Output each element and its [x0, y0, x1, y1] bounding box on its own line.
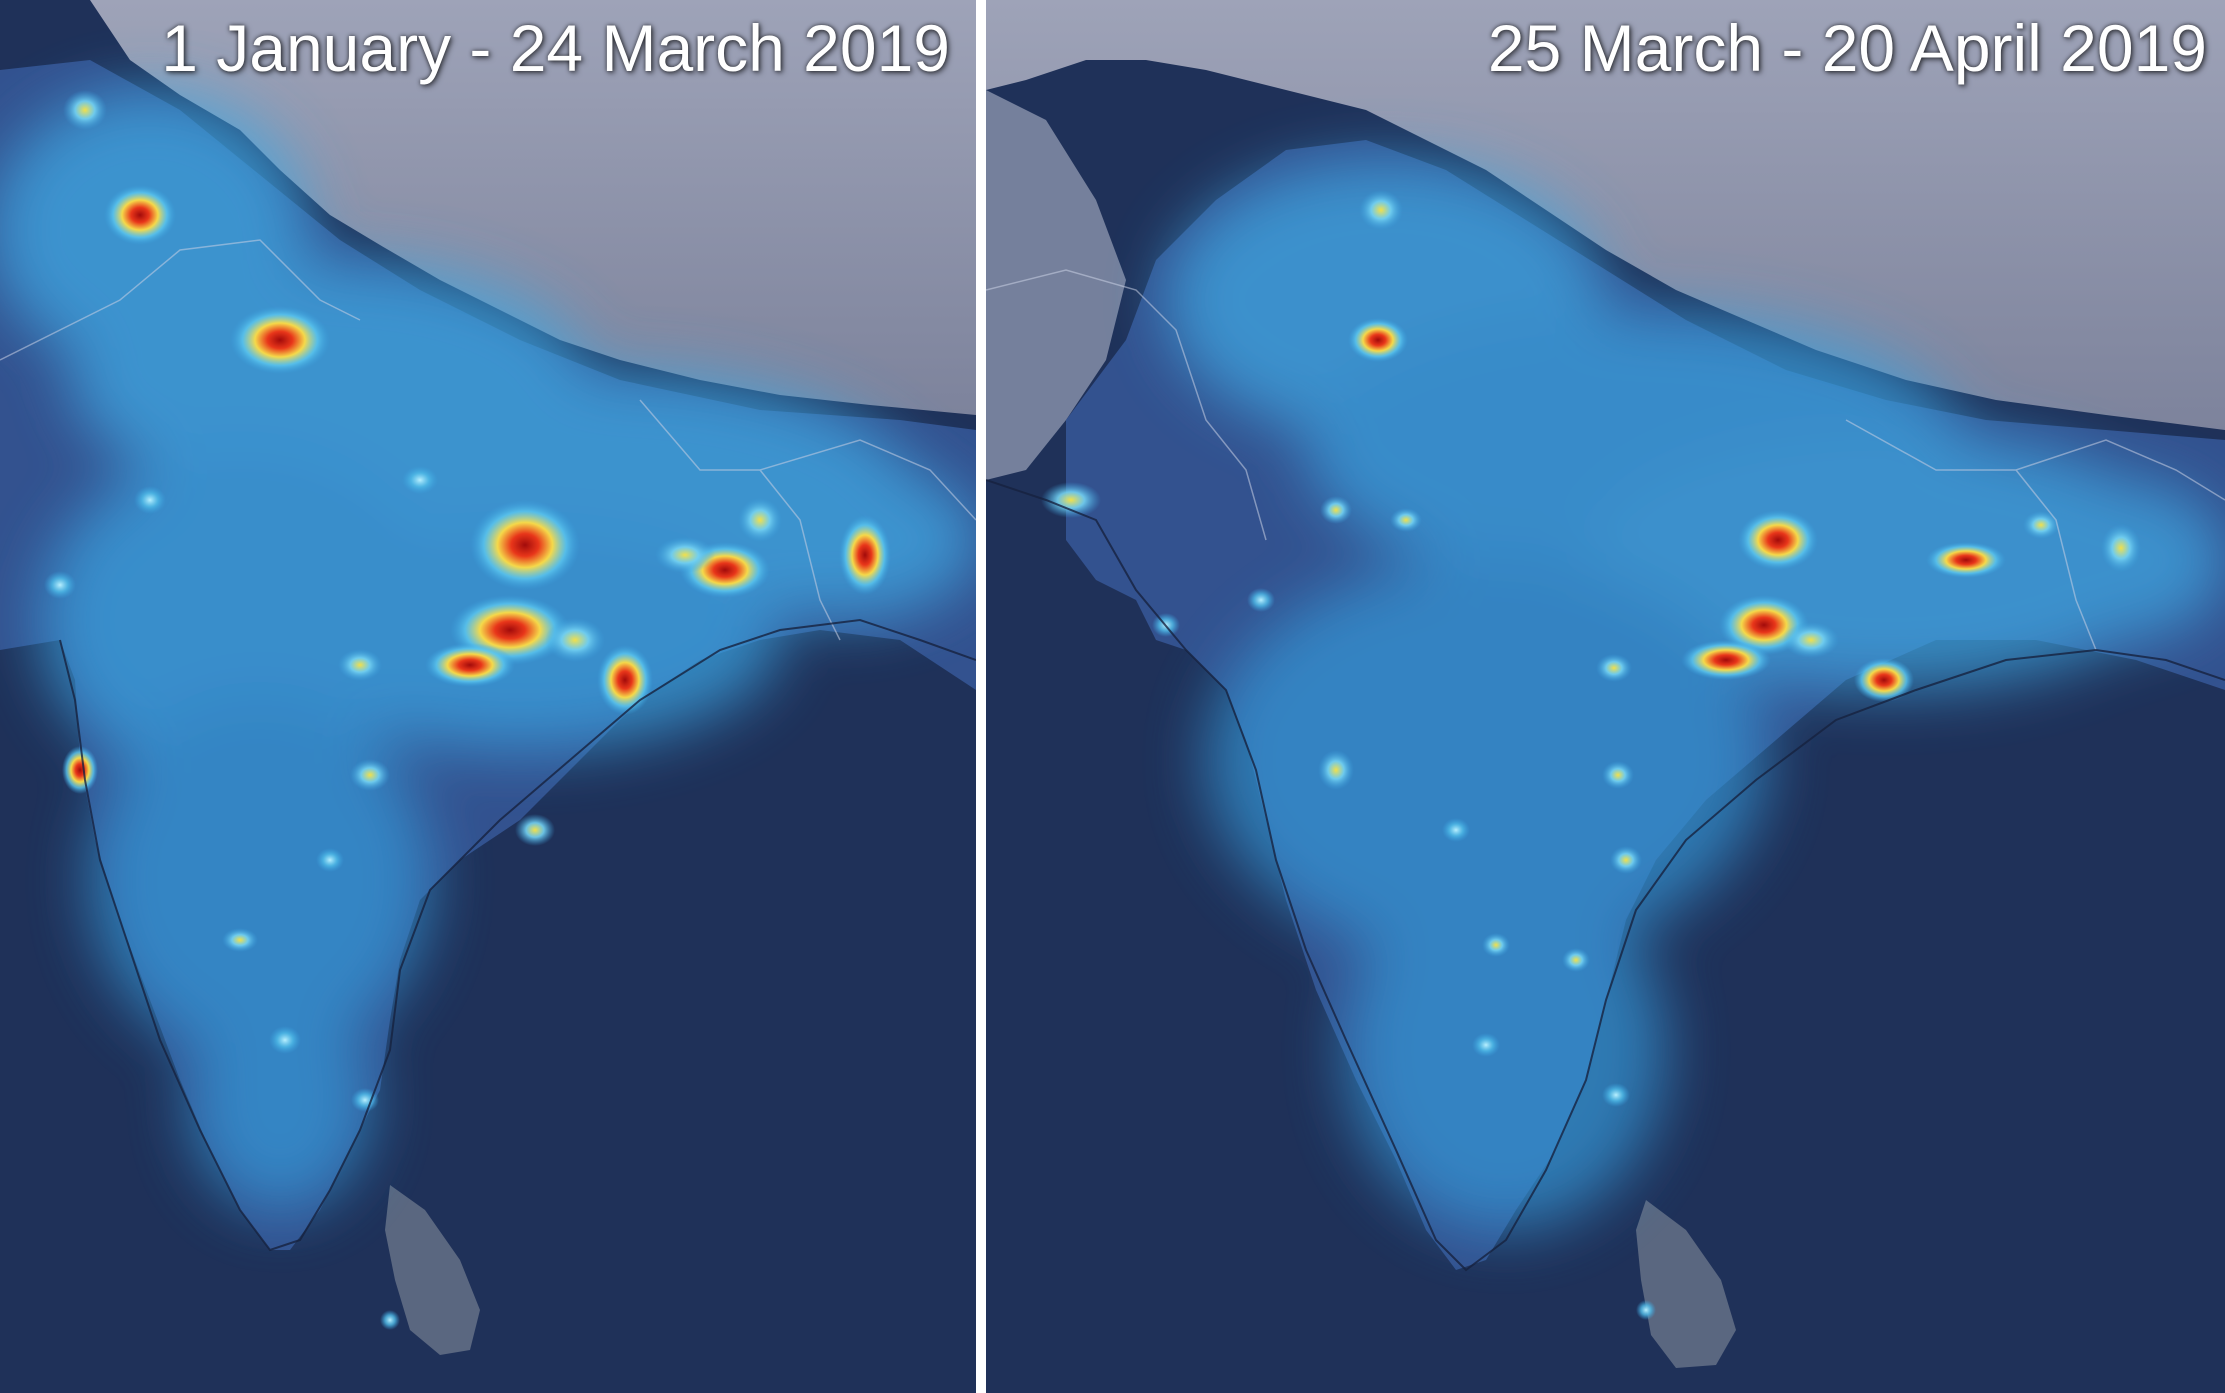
emission-hotspots: [44, 90, 891, 1330]
map-panel-before: 1 January - 24 March 2019: [0, 0, 976, 1393]
panel-title-before: 1 January - 24 March 2019: [161, 11, 950, 85]
panel-divider: [976, 0, 986, 1393]
coastline: [59, 618, 976, 1252]
emission-hotspots: [1041, 190, 2141, 1320]
map-before: [0, 0, 976, 1393]
sri-lanka-land: [1636, 1200, 1736, 1368]
borders: [0, 239, 976, 641]
pollution-haze: [0, 90, 976, 1210]
map-after: [986, 0, 2225, 1393]
sri-lanka-land: [385, 1185, 480, 1355]
panel-title-after: 25 March - 20 April 2019: [1487, 11, 2207, 85]
borders: [986, 269, 2225, 651]
map-panel-after: 25 March - 20 April 2019: [986, 0, 2225, 1393]
coastline: [986, 479, 2225, 1272]
himalaya-mountains: [90, 0, 976, 415]
pakistan-desert: [986, 90, 1126, 480]
himalaya-mountains: [986, 0, 2225, 430]
